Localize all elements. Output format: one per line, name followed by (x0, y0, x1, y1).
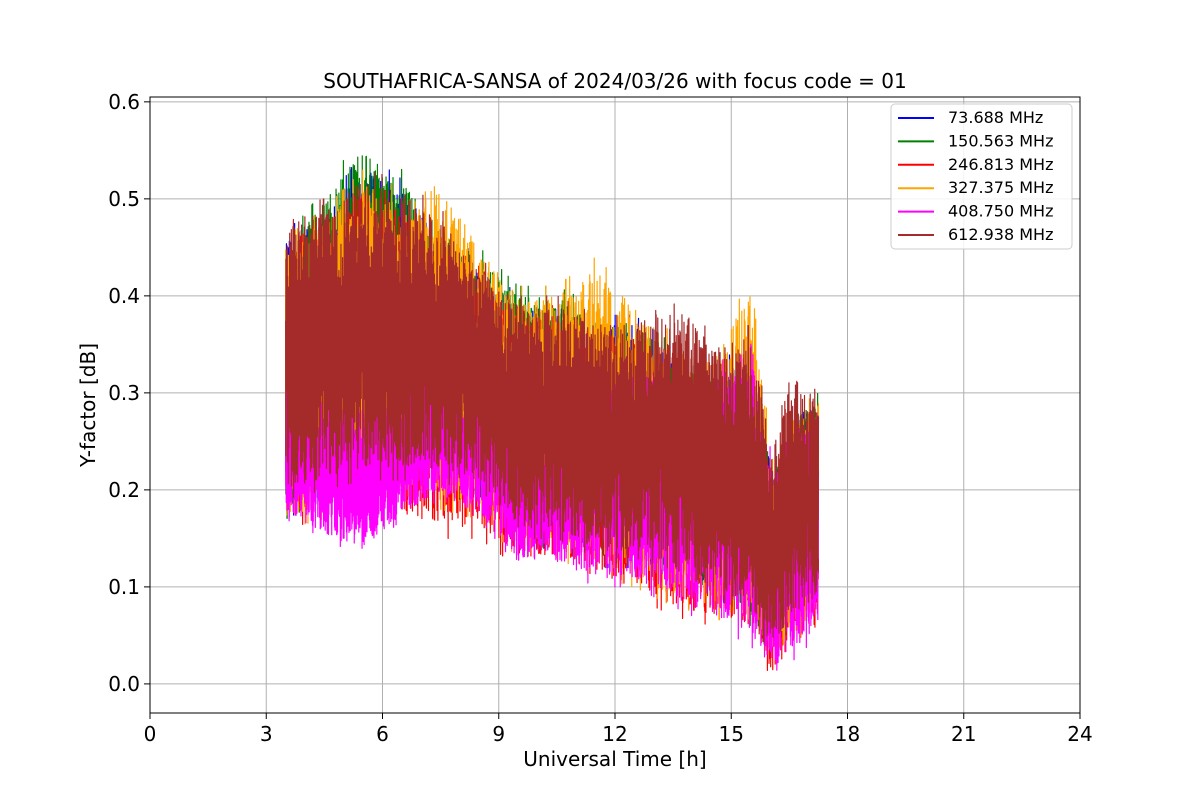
x-tick-label: 18 (835, 722, 860, 746)
chart-title: SOUTHAFRICA-SANSA of 2024/03/26 with foc… (323, 69, 907, 93)
series-line-5 (285, 172, 820, 645)
legend-label: 408.750 MHz (948, 202, 1053, 221)
legend-box (890, 103, 1073, 250)
y-axis-label: Y-factor [dB] (76, 343, 100, 468)
x-tick-label: 0 (144, 722, 157, 746)
y-tick-label: 0.1 (108, 575, 140, 599)
series-layer (285, 155, 820, 672)
y-tick-label: 0.3 (108, 381, 140, 405)
axis-ticks: 0 3 6 9 12 15 18 21 24 0.0 0.1 0.2 0.3 0.4 0.5 0.6 (108, 90, 1093, 746)
legend-label: 150.563 MHz (948, 131, 1053, 150)
legend: 73.688 MHz 150.563 MHz 246.813 MHz 327.375 … (890, 103, 1073, 250)
x-tick-label: 9 (492, 722, 505, 746)
legend-label: 327.375 MHz (948, 178, 1053, 197)
legend-label: 612.938 MHz (948, 225, 1053, 244)
legend-label: 73.688 MHz (948, 108, 1043, 127)
x-tick-label: 6 (376, 722, 389, 746)
y-tick-label: 0.4 (108, 284, 140, 308)
legend-label: 246.813 MHz (948, 155, 1053, 174)
x-tick-label: 24 (1067, 722, 1092, 746)
x-tick-label: 3 (260, 722, 273, 746)
x-tick-label: 12 (602, 722, 627, 746)
y-tick-label: 0.5 (108, 187, 140, 211)
x-axis-label: Universal Time [h] (523, 747, 706, 771)
y-tick-label: 0.0 (108, 672, 140, 696)
y-tick-label: 0.2 (108, 478, 140, 502)
x-tick-label: 15 (719, 722, 744, 746)
y-tick-label: 0.6 (108, 90, 140, 114)
x-tick-label: 21 (951, 722, 976, 746)
